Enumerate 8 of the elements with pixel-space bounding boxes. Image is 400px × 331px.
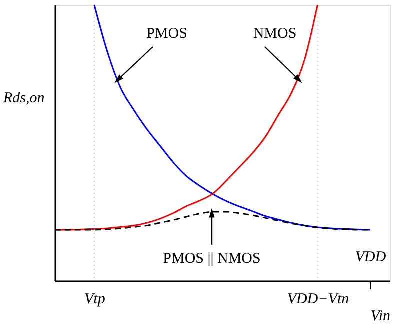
annotation: PMOS: [146, 26, 188, 42]
annotation: PMOS || NMOS: [163, 251, 261, 267]
x-tick-label: Vtp: [84, 292, 106, 308]
x-axis-title: Vin: [370, 308, 390, 324]
x-tick-label: VDD: [355, 250, 386, 266]
annotation: NMOS: [253, 26, 297, 42]
x-tick-label: VDD−Vtn: [287, 292, 350, 308]
y-axis-title: Rds,on: [2, 90, 45, 106]
